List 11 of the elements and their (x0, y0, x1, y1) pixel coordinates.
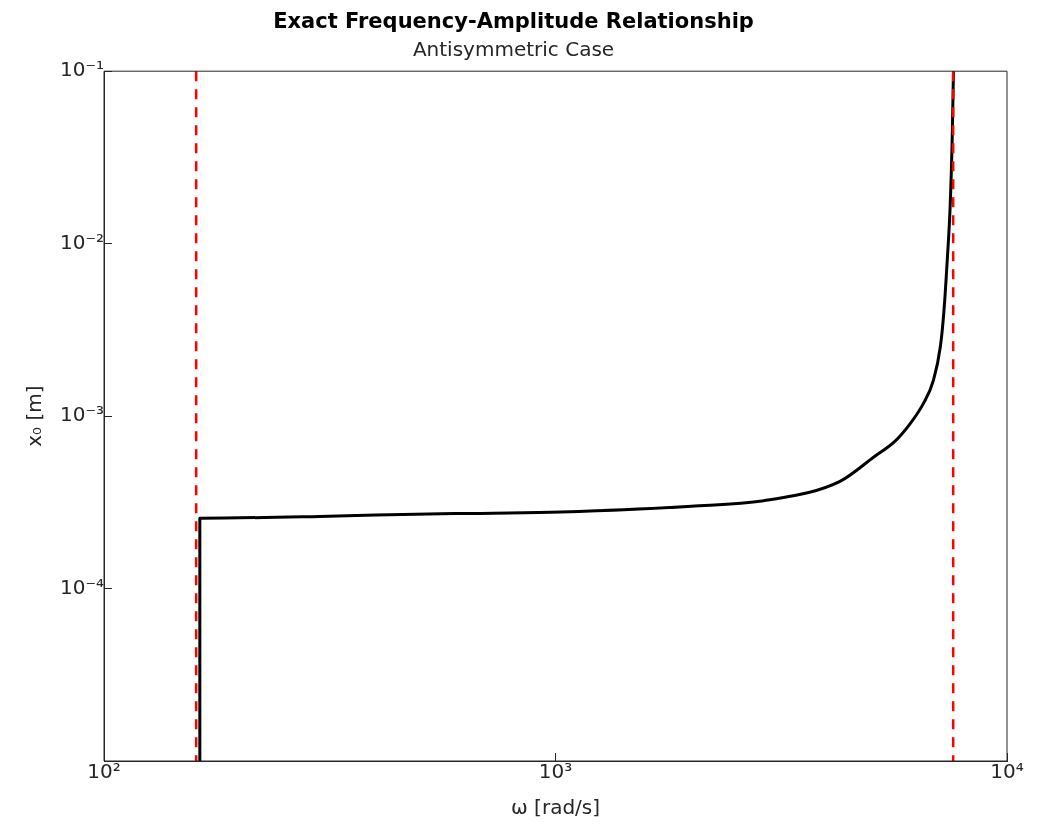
y-tick-label: 10⁻¹ (59, 57, 105, 82)
x-axis-title: ω [rad/s] (510, 795, 601, 820)
y-tick-label: 10⁻² (59, 229, 105, 254)
x-tick-label: 10² (87, 759, 121, 784)
y-tick-label: 10⁻⁴ (59, 574, 105, 599)
y-tick-label: 10⁻³ (59, 402, 105, 427)
x-tick-label: 10³ (538, 759, 573, 784)
chart-title: Exact Frequency-Amplitude Relationship (273, 9, 754, 34)
y-axis-title: x₀ [m] (22, 385, 47, 447)
chart-subtitle: Antisymmetric Case (412, 37, 615, 62)
x-tick-label: 10⁴ (990, 759, 1024, 784)
